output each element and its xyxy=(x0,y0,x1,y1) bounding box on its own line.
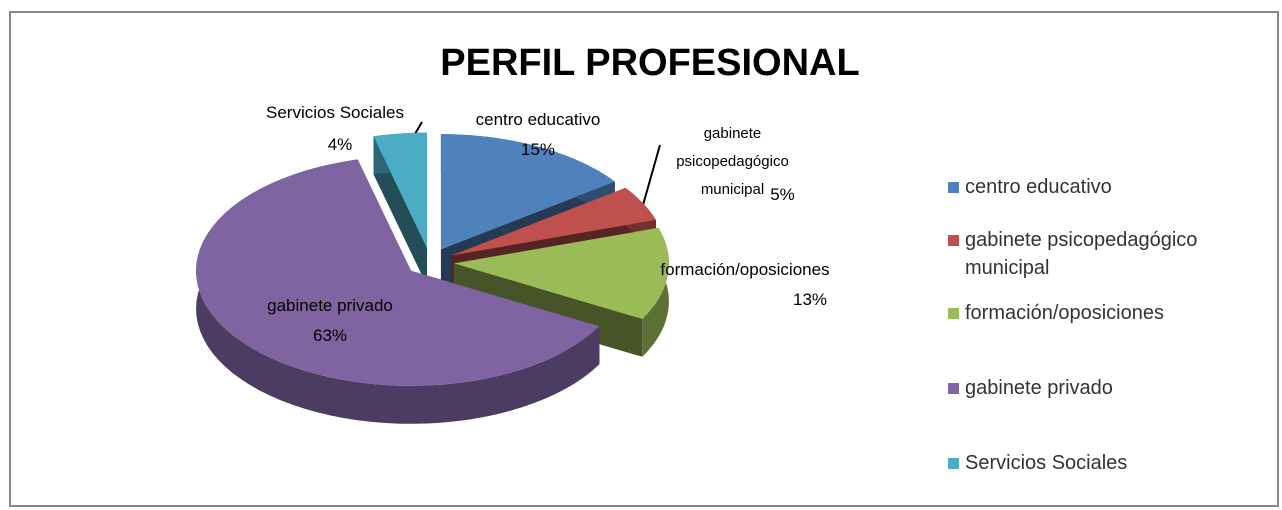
slice xyxy=(196,159,600,386)
data-label-name: centro educativo xyxy=(475,110,601,129)
chart-title: PERFIL PROFESIONAL xyxy=(440,42,860,84)
legend-swatch xyxy=(948,458,959,469)
data-label-name: formación/oposiciones xyxy=(660,260,830,279)
data-label-value: 5% xyxy=(770,185,795,204)
leader-line xyxy=(640,144,661,213)
data-label-name: gabinete psicopedagógico municipal xyxy=(676,125,789,198)
slice xyxy=(440,134,615,250)
slice-side xyxy=(373,136,427,286)
data-label-name: gabinete privado xyxy=(267,296,393,315)
legend-label: gabinete psicopedagógico municipal xyxy=(965,229,1198,279)
slice xyxy=(451,187,656,256)
data-label-value: 13% xyxy=(792,290,828,309)
legend-label: gabinete privado xyxy=(965,377,1113,399)
legend-label: centro educativo xyxy=(965,176,1112,198)
legend-label: formación/oposiciones xyxy=(965,302,1164,324)
slice xyxy=(373,132,427,248)
legend-swatch xyxy=(948,383,959,394)
data-label-name: Servicios Sociales xyxy=(266,103,404,122)
slice xyxy=(453,227,669,319)
legend-swatch xyxy=(948,182,959,193)
data-label-value: 15% xyxy=(520,140,556,159)
data-label-value: 4% xyxy=(327,135,353,154)
legend-swatch xyxy=(948,235,959,246)
legend-label: Servicios Sociales xyxy=(965,452,1128,474)
data-label-value: 63% xyxy=(312,326,348,345)
legend-swatch xyxy=(948,308,959,319)
